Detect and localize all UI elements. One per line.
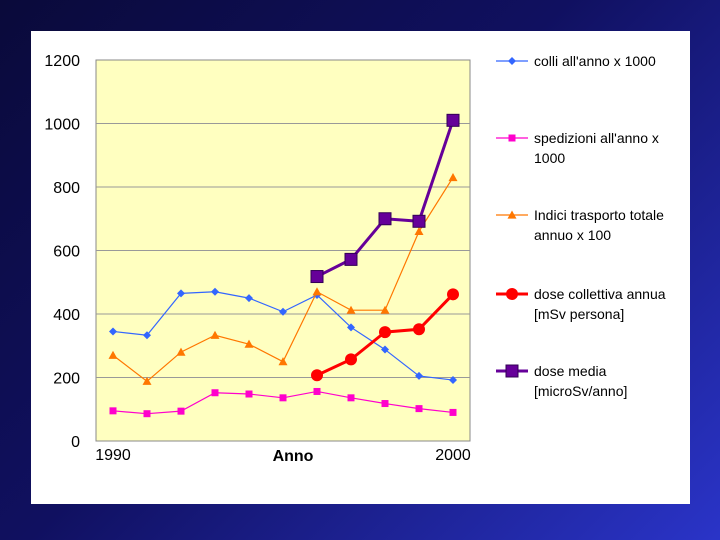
indici-trasporto-series-point: [244, 339, 254, 348]
spedizioni-series-point: [279, 394, 287, 402]
indici-trasporto-series: [108, 172, 458, 385]
spedizioni-series-point: [415, 405, 423, 413]
colli-series-point: [177, 289, 185, 298]
x-axis-ticks: 1990 2000: [95, 447, 471, 464]
legend-item: colli all'anno x 1000: [496, 53, 656, 69]
legend-label: [mSv persona]: [534, 306, 624, 322]
colli-series-point: [347, 323, 355, 332]
legend: colli all'anno x 1000 spedizioni all'anno…: [496, 53, 666, 399]
colli-series-point: [245, 294, 253, 303]
legend-swatch-point: [507, 210, 517, 219]
colli-series-point: [109, 327, 117, 336]
legend-label: colli all'anno x 1000: [534, 53, 656, 69]
colli-series-point: [449, 376, 457, 385]
spedizioni-series-point: [381, 400, 389, 408]
indici-trasporto-series-point: [142, 376, 152, 385]
legend-item: dose collettiva annua [mSv persona]: [496, 286, 666, 322]
legend-swatch-point: [508, 134, 516, 142]
y-tick-label: 0: [71, 434, 80, 451]
legend-label: 1000: [534, 150, 565, 166]
dose-collettiva-series-point: [413, 323, 425, 336]
legend-label: annuo x 100: [534, 227, 611, 243]
indici-trasporto-series-point: [176, 347, 186, 356]
indici-trasporto-series-point: [380, 305, 390, 314]
spedizioni-series-point: [313, 387, 321, 395]
indici-trasporto-series-point: [108, 350, 118, 359]
y-tick-label: 1000: [44, 117, 80, 134]
indici-trasporto-series-point: [210, 330, 220, 339]
legend-label: dose collettiva annua: [534, 286, 666, 302]
legend-item: spedizioni all'anno x 1000: [496, 130, 659, 166]
colli-series-point: [143, 331, 151, 340]
colli-series-point: [211, 287, 219, 296]
legend-label: spedizioni all'anno x: [534, 130, 659, 146]
spedizioni-series-point: [177, 407, 185, 415]
dose-media-series-point: [446, 113, 460, 127]
spedizioni-series-point: [143, 410, 151, 418]
y-axis-ticks: 0 200 400 600 800 1000 1200: [44, 53, 80, 451]
dose-collettiva-series-point: [447, 288, 459, 301]
legend-swatch-point: [505, 364, 519, 378]
spedizioni-series-point: [109, 407, 117, 415]
dose-collettiva-series-point: [311, 369, 323, 382]
indici-trasporto-series-point: [448, 172, 458, 182]
legend-swatch-point: [506, 288, 518, 300]
y-tick-label: 1200: [44, 53, 80, 70]
legend-label: Indici trasporto totale: [534, 207, 664, 223]
legend-swatch-point: [508, 57, 516, 65]
dose-media-series-point: [378, 212, 392, 226]
y-tick-label: 800: [53, 180, 80, 197]
dose-media-series-point: [412, 214, 426, 228]
legend-item: Indici trasporto totale annuo x 100: [496, 207, 664, 243]
x-tick-label: 1990: [95, 447, 131, 464]
spedizioni-series-point: [245, 390, 253, 398]
indici-trasporto-series-point: [346, 305, 356, 314]
x-tick-label: 2000: [435, 447, 471, 464]
spedizioni-series-point: [347, 394, 355, 402]
legend-label: dose media: [534, 363, 607, 379]
x-axis-label: Anno: [273, 448, 314, 465]
dose-collettiva-series-point: [345, 353, 357, 366]
dose-media-series-point: [310, 270, 324, 284]
slide-panel: 0 200 400 600 800 1000 1200 1990 2000 Anno coll…: [31, 31, 690, 504]
dose-collettiva-series-point: [379, 326, 391, 339]
colli-series-point: [381, 345, 389, 354]
spedizioni-series-point: [211, 389, 219, 397]
colli-series-point: [415, 371, 423, 380]
colli-series-point: [279, 307, 287, 316]
dose-collettiva-series: [311, 288, 459, 382]
line-chart: 0 200 400 600 800 1000 1200 1990 2000 Anno coll…: [44, 53, 666, 465]
indici-trasporto-series-point: [278, 357, 288, 366]
spedizioni-series-point: [449, 408, 457, 416]
y-tick-label: 400: [53, 307, 80, 324]
dose-media-series: [310, 113, 460, 284]
indici-trasporto-series-point: [414, 226, 424, 236]
y-tick-label: 200: [53, 371, 80, 388]
y-tick-label: 600: [53, 244, 80, 261]
spedizioni-series: [109, 387, 457, 418]
legend-item: dose media [microSv/anno]: [496, 363, 627, 399]
indici-trasporto-series-point: [312, 287, 322, 296]
series-lines: [108, 113, 460, 418]
dose-media-series-point: [344, 252, 358, 266]
legend-label: [microSv/anno]: [534, 383, 627, 399]
